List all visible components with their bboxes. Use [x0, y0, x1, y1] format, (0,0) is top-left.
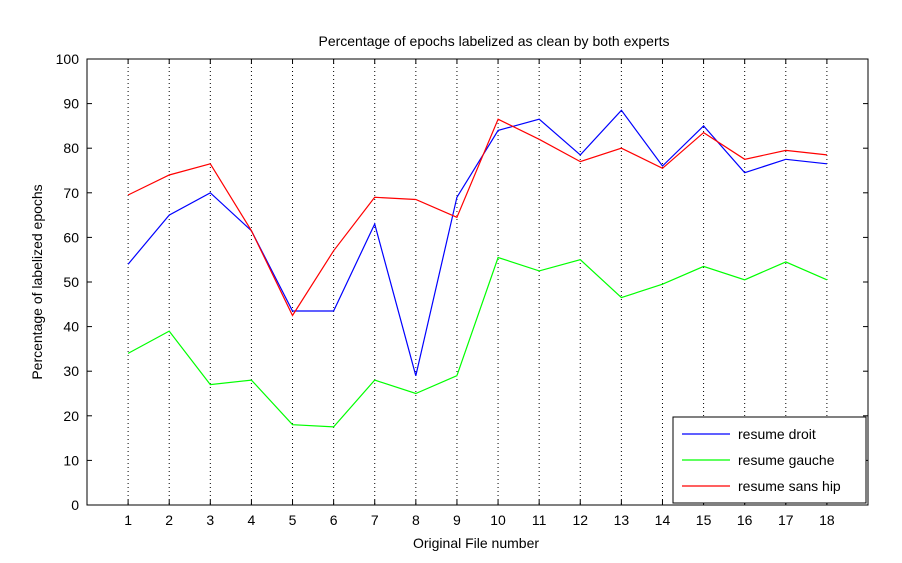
x-tick-label: 15 [696, 512, 712, 528]
x-tick-label: 9 [453, 512, 461, 528]
x-tick-label: 17 [778, 512, 794, 528]
legend-label: resume gauche [738, 452, 835, 468]
x-axis-title: Original File number [413, 535, 539, 551]
series-lines [127, 109, 828, 428]
legend-label: resume droit [738, 426, 816, 442]
legend-label: resume sans hip [738, 478, 841, 494]
y-tick-label: 30 [63, 363, 79, 379]
y-tick-label: 70 [63, 185, 79, 201]
y-tick-label: 100 [56, 51, 80, 67]
x-tick-label: 1 [124, 512, 132, 528]
series-line-resume-gauche [127, 256, 828, 428]
x-tick-label: 6 [330, 512, 338, 528]
y-tick-label: 0 [71, 497, 79, 513]
y-tick-label: 80 [63, 140, 79, 156]
y-tick-label: 40 [63, 319, 79, 335]
y-axis-title: Percentage of labelized epochs [29, 184, 45, 379]
series-line-resume-sans-hip [127, 118, 827, 317]
x-tick-label: 18 [819, 512, 835, 528]
y-tick-label: 10 [63, 452, 79, 468]
x-tick-label: 7 [371, 512, 379, 528]
x-tick-label: 3 [206, 512, 214, 528]
legend: resume droit resume gauche resume sans hip [672, 416, 867, 504]
x-tick-label: 2 [165, 512, 173, 528]
series-line-resume-droit [127, 109, 827, 376]
x-tick-label: 13 [614, 512, 630, 528]
y-tick-label: 20 [63, 408, 79, 424]
x-tick-label: 5 [289, 512, 297, 528]
y-tick-label: 60 [63, 229, 79, 245]
x-tick-label: 12 [572, 512, 588, 528]
x-tick-label: 14 [655, 512, 671, 528]
axis-ticks: 1 2 3 4 5 6 7 8 9 10 11 12 13 14 15 16 17 180102030405060… [56, 51, 868, 528]
x-tick-label: 11 [532, 512, 547, 528]
x-tick-label: 10 [490, 512, 506, 528]
y-tick-label: 50 [63, 274, 79, 290]
chart-title: Percentage of epochs labelized as clean … [318, 33, 669, 49]
x-tick-label: 8 [412, 512, 420, 528]
x-tick-label: 16 [737, 512, 753, 528]
x-tick-label: 4 [248, 512, 256, 528]
y-tick-label: 90 [63, 96, 79, 112]
